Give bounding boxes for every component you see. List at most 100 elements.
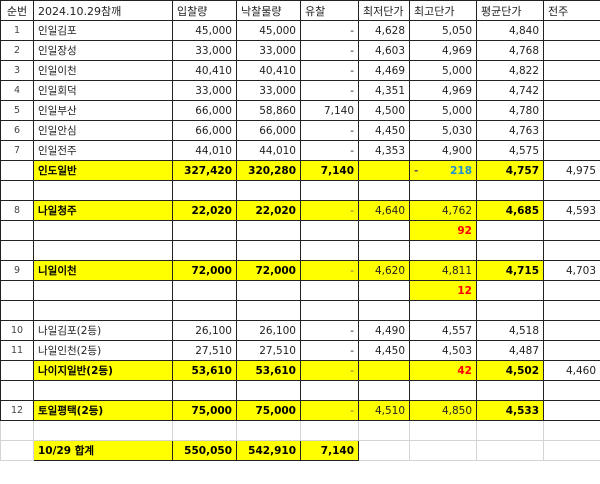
cell[interactable] bbox=[0, 440, 34, 461]
cell[interactable]: 66,000 bbox=[172, 120, 237, 141]
cell[interactable] bbox=[33, 300, 173, 321]
cell[interactable] bbox=[358, 220, 410, 241]
cell[interactable]: 53,610 bbox=[236, 360, 301, 381]
cell[interactable] bbox=[300, 240, 359, 261]
cell[interactable]: - bbox=[300, 80, 359, 101]
cell[interactable]: - bbox=[300, 120, 359, 141]
cell[interactable]: 33,000 bbox=[172, 80, 237, 101]
cell[interactable] bbox=[543, 20, 600, 41]
cell[interactable]: 4,510 bbox=[358, 400, 410, 421]
cell[interactable]: 44,010 bbox=[236, 140, 301, 161]
cell[interactable]: 4,575 bbox=[476, 140, 544, 161]
cell[interactable] bbox=[172, 180, 237, 201]
cell[interactable] bbox=[543, 100, 600, 121]
cell[interactable] bbox=[476, 180, 544, 201]
cell[interactable] bbox=[172, 300, 237, 321]
cell[interactable] bbox=[172, 220, 237, 241]
cell[interactable] bbox=[236, 280, 301, 301]
cell[interactable]: 33,000 bbox=[172, 40, 237, 61]
cell[interactable]: 인일부산 bbox=[33, 100, 173, 121]
cell[interactable]: 542,910 bbox=[236, 440, 301, 461]
cell[interactable] bbox=[476, 420, 544, 441]
cell[interactable] bbox=[543, 440, 600, 461]
cell[interactable] bbox=[543, 60, 600, 81]
cell[interactable]: 10 bbox=[0, 320, 34, 341]
cell[interactable]: 33,000 bbox=[236, 40, 301, 61]
cell[interactable]: 4,975 bbox=[543, 160, 600, 181]
cell[interactable]: 12 bbox=[0, 400, 34, 421]
cell[interactable]: 5 bbox=[0, 100, 34, 121]
cell[interactable]: 4,603 bbox=[358, 40, 410, 61]
cell[interactable]: 4,969 bbox=[409, 80, 477, 101]
cell[interactable] bbox=[172, 420, 237, 441]
cell[interactable]: 인일회덕 bbox=[33, 80, 173, 101]
cell[interactable]: 나일청주 bbox=[33, 200, 173, 221]
cell[interactable] bbox=[358, 300, 410, 321]
cell[interactable] bbox=[476, 240, 544, 261]
cell[interactable]: 4,533 bbox=[476, 400, 544, 421]
cell[interactable]: 나이지일반(2등) bbox=[33, 360, 173, 381]
cell[interactable] bbox=[300, 420, 359, 441]
cell[interactable]: 42 bbox=[409, 360, 477, 381]
cell[interactable]: 4,593 bbox=[543, 200, 600, 221]
cell[interactable]: - bbox=[300, 20, 359, 41]
cell[interactable]: 4,640 bbox=[358, 200, 410, 221]
cell[interactable]: 44,010 bbox=[172, 140, 237, 161]
cell[interactable] bbox=[0, 420, 34, 441]
cell[interactable]: 3 bbox=[0, 60, 34, 81]
cell[interactable] bbox=[543, 280, 600, 301]
cell[interactable]: 327,420 bbox=[172, 160, 237, 181]
cell[interactable]: 40,410 bbox=[172, 60, 237, 81]
cell[interactable]: 11 bbox=[0, 340, 34, 361]
cell[interactable] bbox=[300, 280, 359, 301]
cell[interactable]: 45,000 bbox=[172, 20, 237, 41]
cell[interactable]: 66,000 bbox=[236, 120, 301, 141]
header-cell[interactable]: 유찰 bbox=[300, 0, 359, 21]
cell[interactable]: 58,860 bbox=[236, 100, 301, 121]
cell[interactable]: - bbox=[300, 400, 359, 421]
cell[interactable]: 53,610 bbox=[172, 360, 237, 381]
cell[interactable]: - bbox=[300, 340, 359, 361]
cell[interactable] bbox=[543, 180, 600, 201]
cell[interactable] bbox=[358, 440, 410, 461]
cell[interactable]: 4,900 bbox=[409, 140, 477, 161]
cell[interactable]: 5,000 bbox=[409, 60, 477, 81]
cell[interactable] bbox=[0, 160, 34, 181]
cell[interactable]: 4,502 bbox=[476, 360, 544, 381]
cell[interactable] bbox=[409, 300, 477, 321]
header-cell[interactable]: 평균단가 bbox=[476, 0, 544, 21]
cell[interactable]: 4,685 bbox=[476, 200, 544, 221]
cell[interactable]: - bbox=[300, 60, 359, 81]
cell[interactable] bbox=[543, 320, 600, 341]
cell[interactable]: 7,140 bbox=[300, 440, 359, 461]
cell[interactable] bbox=[236, 300, 301, 321]
cell[interactable]: 12 bbox=[409, 280, 477, 301]
header-cell[interactable]: 순번 bbox=[0, 0, 34, 21]
cell[interactable] bbox=[543, 420, 600, 441]
cell[interactable] bbox=[358, 360, 410, 381]
cell[interactable]: 4,780 bbox=[476, 100, 544, 121]
cell[interactable] bbox=[236, 180, 301, 201]
cell[interactable]: 니일이천 bbox=[33, 260, 173, 281]
cell[interactable] bbox=[172, 280, 237, 301]
cell[interactable] bbox=[543, 240, 600, 261]
cell[interactable]: - bbox=[300, 200, 359, 221]
cell[interactable]: 4,850 bbox=[409, 400, 477, 421]
cell[interactable] bbox=[543, 300, 600, 321]
cell[interactable]: 66,000 bbox=[172, 100, 237, 121]
cell[interactable] bbox=[543, 120, 600, 141]
cell[interactable] bbox=[358, 180, 410, 201]
cell[interactable] bbox=[33, 180, 173, 201]
cell[interactable] bbox=[476, 380, 544, 401]
cell[interactable]: 4,351 bbox=[358, 80, 410, 101]
cell[interactable]: 4,500 bbox=[358, 100, 410, 121]
cell[interactable]: 4,969 bbox=[409, 40, 477, 61]
cell[interactable]: - 218 bbox=[409, 160, 477, 181]
cell[interactable]: 7 bbox=[0, 140, 34, 161]
cell[interactable] bbox=[300, 220, 359, 241]
cell[interactable] bbox=[543, 380, 600, 401]
cell[interactable] bbox=[409, 440, 477, 461]
cell[interactable]: - bbox=[300, 40, 359, 61]
cell[interactable] bbox=[33, 240, 173, 261]
cell[interactable]: 4,469 bbox=[358, 60, 410, 81]
